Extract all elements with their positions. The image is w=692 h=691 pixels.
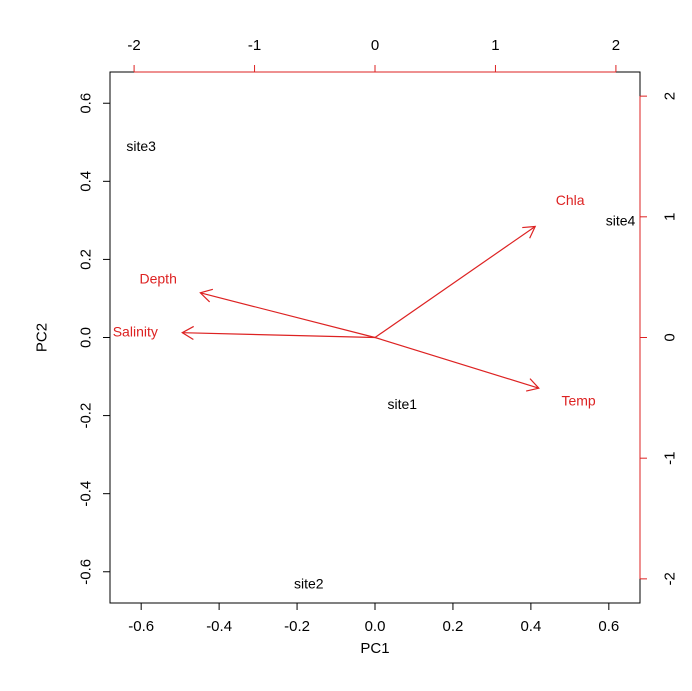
right-tick-label: -2 (662, 572, 679, 585)
right-tick-label: -1 (662, 452, 679, 465)
right-tick-label: 2 (662, 92, 679, 100)
arrow-chla (374, 225, 537, 338)
arrow-temp (374, 336, 540, 392)
variable-arrows (181, 225, 540, 392)
top-tick-label: -2 (127, 37, 140, 54)
right-tick-label: 1 (662, 213, 679, 221)
y-axis-left: -0.6 -0.4 -0.2 0.0 0.2 0.4 0.6 (78, 93, 111, 585)
y-tick-label: -0.6 (78, 559, 95, 585)
y-tick-label: -0.2 (78, 403, 95, 429)
variable-labels: Chla Depth Salinity Temp (113, 192, 596, 408)
x-tick-label: -0.6 (128, 618, 154, 635)
site-label-site3: site3 (126, 138, 156, 154)
x-tick-label: 0.6 (598, 618, 619, 635)
site-label-site4: site4 (606, 212, 636, 228)
x-tick-label: -0.2 (284, 618, 310, 635)
x-tick-label: -0.4 (206, 618, 232, 635)
arrow-depth (199, 288, 376, 339)
y-tick-label: 0.2 (78, 249, 95, 270)
y-axis-title: PC2 (34, 323, 51, 352)
y-axis-right-secondary: -2 -1 0 1 2 (639, 92, 679, 586)
variable-label-depth: Depth (140, 270, 177, 286)
variable-label-chla: Chla (556, 192, 585, 208)
x-axis-title: PC1 (360, 640, 389, 657)
site-label-site2: site2 (294, 575, 324, 591)
variable-label-temp: Temp (561, 392, 595, 408)
top-tick-label: 1 (491, 37, 499, 54)
x-axis-bottom: -0.6 -0.4 -0.2 0.0 0.2 0.4 0.6 (128, 602, 619, 635)
right-tick-label: 0 (662, 333, 679, 341)
x-tick-label: 0.2 (443, 618, 464, 635)
x-tick-label: 0.0 (365, 618, 386, 635)
top-tick-label: 2 (612, 37, 620, 54)
y-tick-label: 0.0 (78, 327, 95, 348)
top-tick-label: -1 (248, 37, 261, 54)
variable-label-salinity: Salinity (113, 323, 158, 339)
x-axis-top-secondary: -2 -1 0 1 2 (127, 37, 620, 73)
top-tick-label: 0 (371, 37, 379, 54)
arrow-salinity (181, 325, 376, 340)
y-tick-label: -0.4 (78, 481, 95, 507)
site-label-site1: site1 (387, 396, 417, 412)
y-tick-label: 0.4 (78, 171, 95, 192)
site-labels: site1 site2 site3 site4 (126, 138, 635, 591)
x-tick-label: 0.4 (520, 618, 541, 635)
y-tick-label: 0.6 (78, 93, 95, 114)
